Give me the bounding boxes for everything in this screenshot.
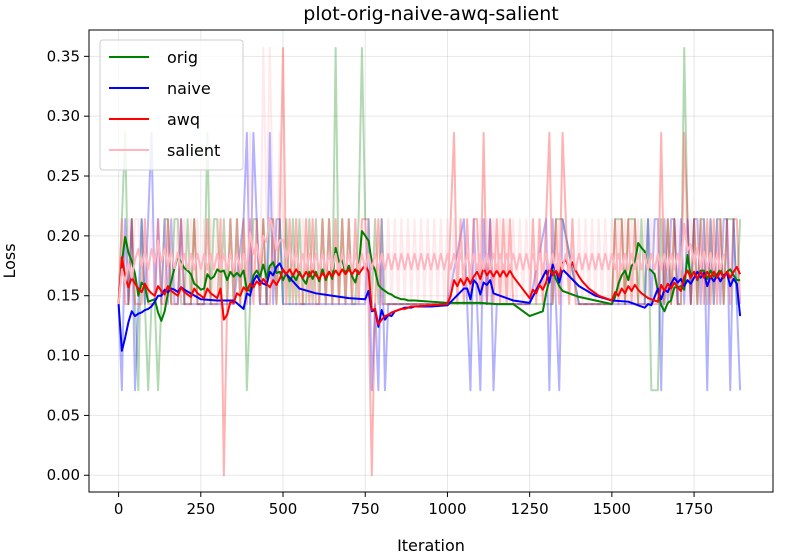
legend-box xyxy=(99,39,244,171)
series-line-awq xyxy=(117,256,742,326)
y-tick-label: 0.25 xyxy=(47,167,80,185)
y-tick-label: 0.35 xyxy=(47,47,80,65)
x-axis-title: Iteration xyxy=(397,536,465,555)
x-tick-label: 750 xyxy=(351,500,380,518)
x-tick-label: 250 xyxy=(186,500,215,518)
legend-label-awq: awq xyxy=(167,110,200,129)
series-raw-salient xyxy=(117,46,725,306)
chart-title: plot-orig-naive-awq-salient xyxy=(303,3,558,25)
x-tick-label: 1500 xyxy=(593,500,631,518)
grid-lines xyxy=(89,30,773,492)
legend-label-orig: orig xyxy=(167,48,198,67)
series-raw-awq xyxy=(117,46,742,477)
y-tick-label: 0.30 xyxy=(47,107,80,125)
y-tick-label: 0.15 xyxy=(47,287,80,305)
x-tick-label: 500 xyxy=(269,500,298,518)
x-tick-label: 1250 xyxy=(511,500,549,518)
y-tick-label: 0.00 xyxy=(47,466,80,484)
x-tick-label: 1750 xyxy=(675,500,713,518)
y-tick-label: 0.20 xyxy=(47,227,80,245)
series-line-salient xyxy=(117,216,725,305)
y-tick-label: 0.05 xyxy=(47,406,80,424)
legend-label-naive: naive xyxy=(167,79,211,98)
x-tick-label: 0 xyxy=(114,500,124,518)
x-tick-label: 1000 xyxy=(428,500,466,518)
series-lines xyxy=(117,46,742,477)
series-raw-orig xyxy=(117,46,742,392)
plot-frame xyxy=(88,29,774,493)
y-tick-label: 0.10 xyxy=(47,347,80,365)
axis-ticks: 0 250 500 750 1000 1250 1500 1750 0.00 0.05 0.10 0.… xyxy=(47,47,714,518)
legend: orig naive awq salient xyxy=(99,39,244,171)
legend-label-salient: salient xyxy=(167,141,220,160)
y-axis-title: Loss xyxy=(0,243,19,278)
